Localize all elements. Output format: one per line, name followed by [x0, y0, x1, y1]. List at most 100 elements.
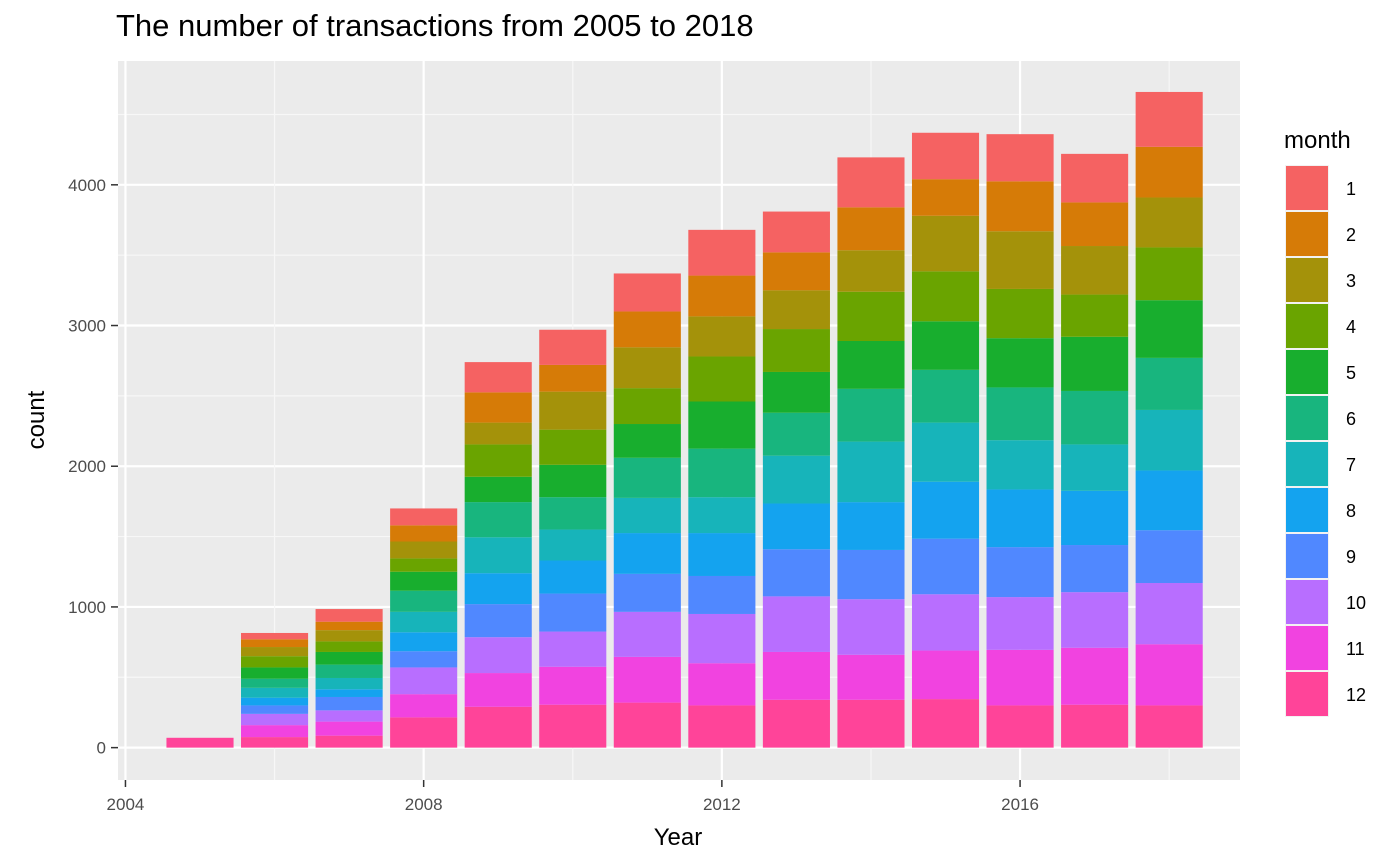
- bar-segment: [539, 666, 607, 705]
- bar-segment: [539, 497, 607, 530]
- legend-key-swatch: [1286, 672, 1328, 716]
- bar-segment: [315, 696, 383, 711]
- bar-segment: [464, 444, 532, 477]
- bar-segment: [315, 621, 383, 631]
- bar-segment: [241, 713, 309, 726]
- bar-segment: [986, 231, 1054, 289]
- bar-segment: [762, 651, 830, 700]
- bar-segment: [390, 632, 458, 652]
- bar-segment: [1135, 409, 1203, 471]
- legend-key-swatch: [1286, 258, 1328, 302]
- bar-segment: [688, 316, 756, 357]
- bar-segment: [315, 641, 383, 652]
- y-tick-label: 1000: [68, 598, 106, 617]
- bar-segment: [390, 590, 458, 612]
- bar-segment: [1135, 300, 1203, 358]
- bar-segment: [241, 639, 309, 648]
- bar-segment: [390, 651, 458, 668]
- bar-segment: [762, 371, 830, 413]
- bar-segment: [464, 706, 532, 748]
- bar-segment: [539, 391, 607, 430]
- x-tick-label: 2012: [703, 795, 741, 814]
- bar-segment: [911, 215, 980, 272]
- bar-segment: [911, 650, 980, 700]
- bar-segment: [241, 725, 309, 738]
- legend-label: 7: [1346, 455, 1356, 475]
- bar-segment: [315, 630, 383, 642]
- bar-segment: [315, 735, 383, 748]
- bar-segment: [166, 737, 234, 748]
- bar-segment: [688, 401, 756, 449]
- bar-segment: [464, 537, 532, 574]
- bar-segment: [613, 424, 681, 458]
- bar-segment: [390, 508, 458, 526]
- bar-segment: [911, 422, 980, 482]
- bar-segment: [613, 311, 681, 348]
- bar-segment: [688, 356, 756, 402]
- bar-segment: [688, 448, 756, 498]
- bar-segment: [315, 651, 383, 665]
- bar-segment: [390, 611, 458, 633]
- bar-segment: [1061, 336, 1129, 391]
- bar-segment: [241, 697, 309, 706]
- bar-segment: [837, 291, 905, 342]
- bar-segment: [837, 250, 905, 292]
- y-tick-label: 0: [97, 739, 106, 758]
- bar-segment: [911, 594, 980, 651]
- bar-segment: [837, 699, 905, 748]
- legend-label: 4: [1346, 317, 1356, 337]
- bar-segment: [464, 392, 532, 423]
- bars: [166, 91, 1203, 748]
- bar-segment: [986, 288, 1054, 339]
- bar-segment: [613, 656, 681, 703]
- bar-segment: [464, 637, 532, 674]
- legend-label: 2: [1346, 225, 1356, 245]
- bar-segment: [464, 362, 532, 393]
- bar-segment: [986, 440, 1054, 490]
- bar-segment: [1061, 246, 1129, 295]
- legend-key-swatch: [1286, 304, 1328, 348]
- bar-segment: [1061, 704, 1129, 748]
- bar-segment: [1135, 357, 1203, 410]
- bar-segment: [762, 211, 830, 253]
- bar-segment: [911, 321, 980, 370]
- bar-segment: [762, 455, 830, 504]
- bar-segment: [762, 290, 830, 330]
- bar-segment: [986, 338, 1054, 388]
- bar-segment: [837, 388, 905, 442]
- bar-segment: [464, 604, 532, 638]
- bar-segment: [613, 347, 681, 389]
- legend-key-swatch: [1286, 488, 1328, 532]
- bar-segment: [911, 481, 980, 539]
- bar-segment: [986, 387, 1054, 441]
- bar-segment: [762, 549, 830, 597]
- bar-segment: [539, 529, 607, 561]
- bar-segment: [688, 497, 756, 534]
- legend-label: 3: [1346, 271, 1356, 291]
- bar-segment: [688, 533, 756, 576]
- bar-segment: [1135, 91, 1203, 147]
- x-tick-label: 2008: [405, 795, 443, 814]
- legend-key-swatch: [1286, 396, 1328, 440]
- x-tick-label: 2016: [1001, 795, 1039, 814]
- bar-segment: [390, 717, 458, 748]
- bar-segment: [390, 667, 458, 695]
- bar-segment: [986, 181, 1054, 232]
- bar-segment: [762, 503, 830, 550]
- bar-segment: [390, 541, 458, 559]
- bar-segment: [241, 632, 309, 640]
- bar-segment: [315, 721, 383, 736]
- bar-segment: [315, 677, 383, 690]
- bar-segment: [613, 273, 681, 312]
- legend-key-swatch: [1286, 166, 1328, 210]
- bar-segment: [1061, 294, 1129, 337]
- bar-segment: [911, 369, 980, 423]
- legend-key-swatch: [1286, 212, 1328, 256]
- bar-segment: [911, 699, 980, 748]
- axes: 0 1000 2000 3000 4000 2004 2008 2012 2016: [68, 176, 1039, 814]
- bar-segment: [837, 207, 905, 251]
- bar-segment: [464, 422, 532, 445]
- y-tick-label: 4000: [68, 176, 106, 195]
